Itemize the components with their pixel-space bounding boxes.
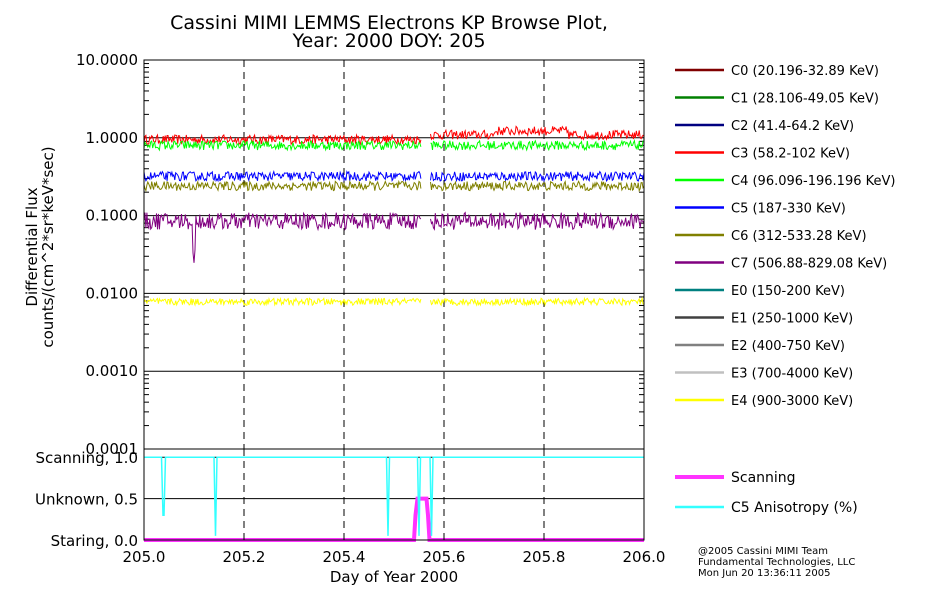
mode-panel-y-ticks: Scanning, 1.0 Unknown, 0.5 Staring, 0.0 [35,449,138,550]
chart-subtitle: Year: 2000 DOY: 205 [291,30,485,52]
x-axis-ticks: 205.0 205.2 205.4 205.6 205.8 206.0 [123,534,666,566]
flux-panel-grid [144,59,644,450]
flux-y-tick-label: 0.0010 [86,362,139,380]
flux-y-tick-label: 1.0000 [86,129,139,147]
mode-panel-series [144,456,644,542]
mode-legend: Scanning C5 Anisotropy (%) [675,470,858,516]
flux-legend-label: E4 (900-3000 KeV) [731,394,853,409]
flux-y-tick-label: 0.0100 [86,284,139,302]
flux-series-line [143,296,422,307]
x-tick-label: 205.6 [423,548,466,566]
flux-legend-label: E1 (250-1000 KeV) [731,312,853,327]
x-tick-label: 205.2 [223,548,266,566]
flux-legend-label: C0 (20.196-32.89 KeV) [731,64,879,79]
flux-y-tick-label: 0.1000 [86,207,139,225]
chart-title: Cassini MIMI LEMMS Electrons KP Browse P… [170,12,608,34]
x-tick-label: 206.0 [623,548,666,566]
flux-series-line [143,179,422,193]
flux-legend-label: C1 (28.106-49.05 KeV) [731,92,879,107]
flux-panel-y-ticks: 10.0000 1.0000 0.1000 0.0100 0.0010 0.0001 [76,51,138,458]
x-tick-label: 205.0 [123,548,166,566]
flux-series-line [143,139,422,152]
flux-series-line [143,169,422,183]
y-axis-label-line1: Differential Flux [23,187,41,306]
flux-series-line [430,138,645,152]
flux-legend-label: C4 (96.096-196.196 KeV) [731,174,895,189]
flux-legend-label: E2 (400-750 KeV) [731,339,845,354]
flux-series-line [430,170,645,183]
flux-legend-label: E3 (700-4000 KeV) [731,367,853,382]
credit-line-2: Fundamental Technologies, LLC [698,557,855,568]
flux-y-tick-label: 0.0001 [86,440,139,458]
flux-legend-label: C7 (506.88-829.08 KeV) [731,257,887,272]
flux-legend-label: C2 (41.4-64.2 KeV) [731,119,854,134]
flux-series-line [143,133,422,146]
credit-line-1: @2005 Cassini MIMI Team [698,546,828,557]
credit-line-3: Mon Jun 20 13:36:11 2005 [698,568,831,579]
flux-y-tick-label: 10.0000 [76,51,138,69]
flux-series-line [430,211,645,231]
flux-legend-label: E0 (150-200 KeV) [731,284,845,299]
mode-y-tick-label: Scanning, 1.0 [35,449,138,467]
flux-series-line [143,211,422,263]
flux-legend-label: C3 (58.2-102 KeV) [731,147,850,162]
flux-series-line [430,125,645,141]
mode-y-tick-label: Unknown, 0.5 [35,491,138,509]
flux-series-line [430,179,645,193]
mode-series-line [144,456,644,536]
mode-legend-label: Scanning [731,470,796,486]
flux-legend-label: C6 (312-533.28 KeV) [731,229,867,244]
x-tick-label: 205.4 [323,548,366,566]
x-axis-label: Day of Year 2000 [330,568,458,586]
mode-y-tick-label: Staring, 0.0 [51,532,138,550]
flux-panel-series [143,125,645,307]
mode-series-line [144,496,644,542]
flux-legend: C0 (20.196-32.89 KeV) C1 (28.106-49.05 Ke… [675,64,895,409]
mode-panel-frame [143,448,645,541]
x-tick-label: 205.8 [523,548,566,566]
flux-series-line [430,296,645,307]
flux-legend-label: C5 (187-330 KeV) [731,202,846,217]
mode-legend-label: C5 Anisotropy (%) [731,500,858,516]
y-axis-label-line2: counts/(cm^2*sr*keV*sec) [39,146,57,347]
